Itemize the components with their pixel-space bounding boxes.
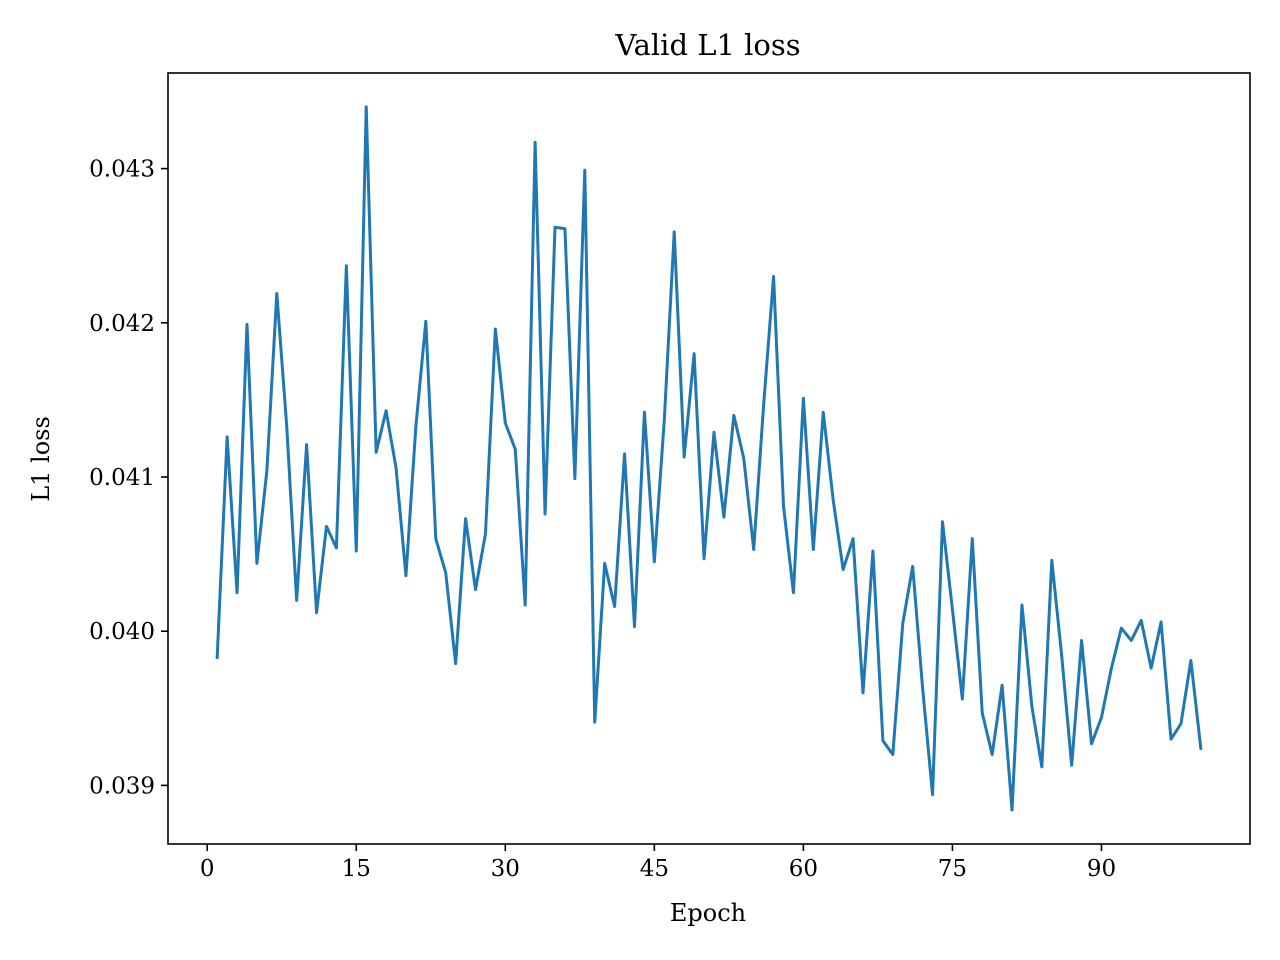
x-tick-label: 45: [640, 856, 669, 882]
y-axis-label: L1 loss: [27, 416, 55, 502]
y-tick-label: 0.040: [89, 619, 155, 645]
y-tick-label: 0.039: [89, 773, 155, 799]
x-tick-label: 75: [938, 856, 967, 882]
y-tick-label: 0.043: [89, 157, 155, 183]
y-tick-label: 0.042: [89, 311, 155, 337]
plot-area: 0 15 30 45 60 75 90 0.039 0.040 0.041 0.042 0.043: [89, 72, 1251, 882]
y-tick-label: 0.041: [89, 465, 155, 491]
x-tick-label: 90: [1087, 856, 1116, 882]
chart-title: Valid L1 loss: [614, 28, 800, 62]
axes-frame: [167, 72, 1251, 845]
x-tick-label: 30: [491, 856, 520, 882]
x-tick-label: 15: [342, 856, 371, 882]
x-tick-label: 60: [789, 856, 818, 882]
x-tick-label: 0: [200, 856, 215, 882]
series-line-0: [215, 105, 1203, 812]
x-axis-label: Epoch: [670, 899, 746, 927]
